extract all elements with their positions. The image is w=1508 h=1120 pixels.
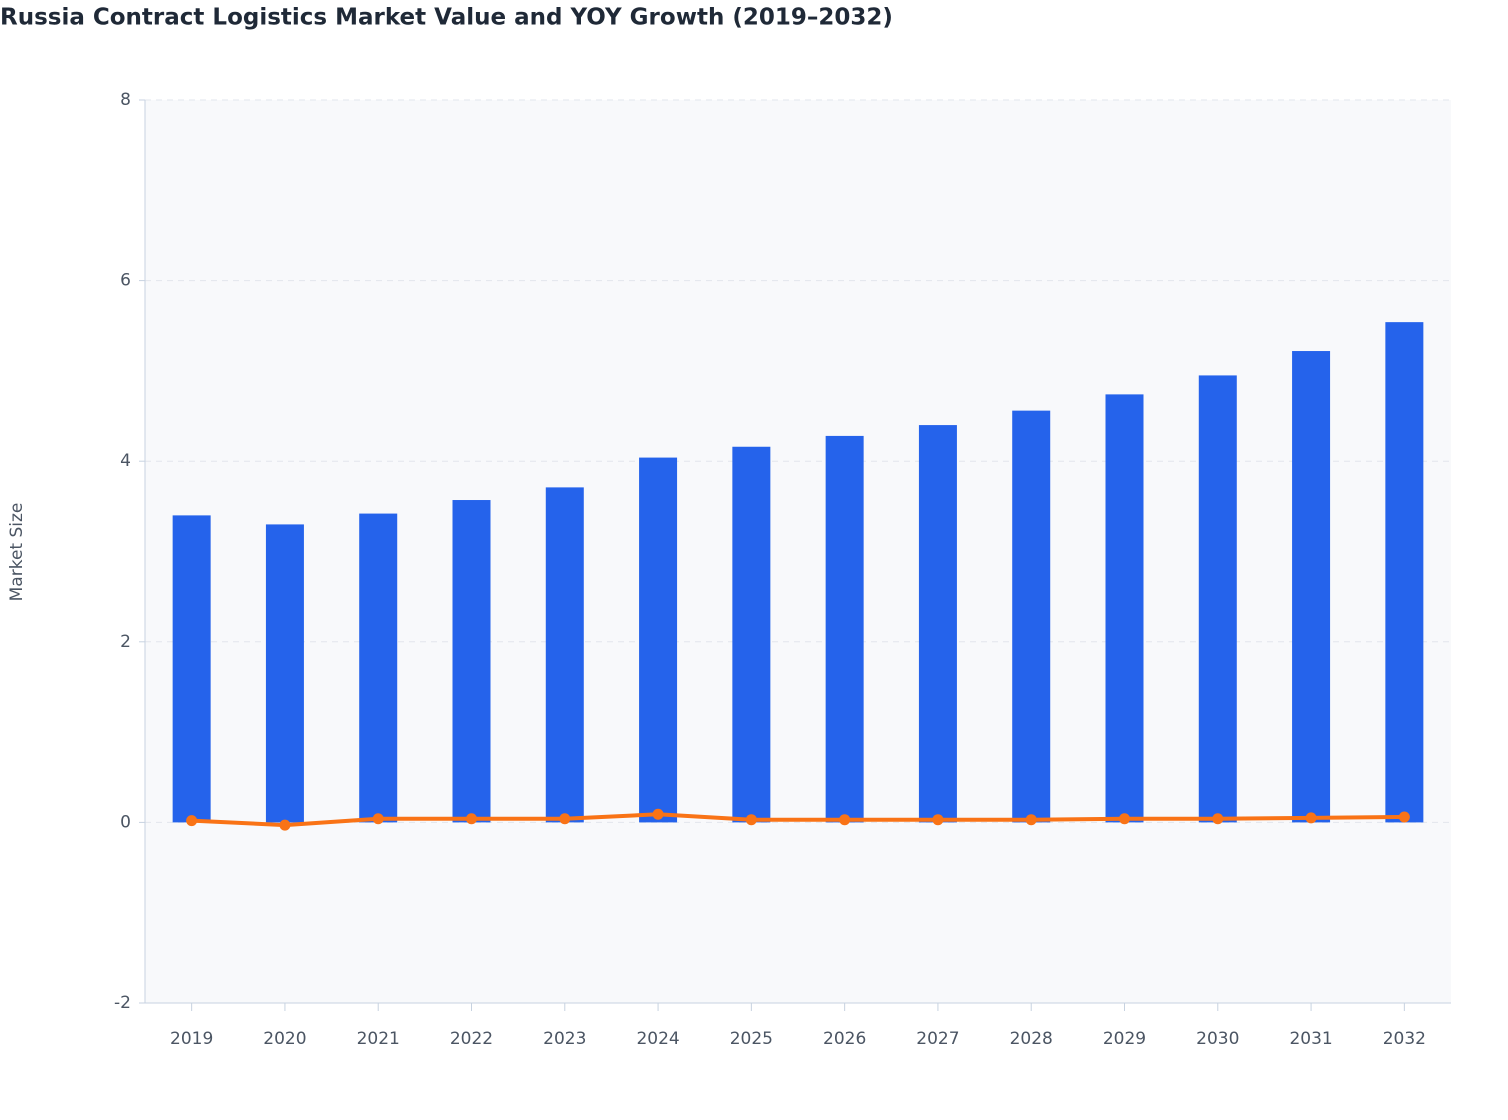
bar [265,524,304,823]
line [191,812,1405,828]
y-tick-label: 6 [120,271,131,291]
y-tick-label: 8 [120,90,131,110]
x-tick-label: 2022 [450,1029,493,1049]
point [1119,813,1130,825]
x-tick-label: 2027 [916,1029,959,1049]
bar [639,457,678,823]
x-tick-label: 2029 [1103,1029,1146,1049]
x-tick-label: 2025 [730,1029,773,1049]
y-tick-label: 4 [120,451,131,471]
chart-title: Russia Contract Logistics Market Value a… [0,5,893,31]
x-tick-label: 2019 [170,1029,213,1049]
bar [1292,351,1331,823]
point [559,813,571,825]
x-tick-label: 2023 [543,1029,586,1049]
point [279,819,291,831]
bar [1198,375,1237,823]
bar [172,515,211,823]
point [1212,813,1224,825]
x-tick-label: 2031 [1289,1029,1332,1049]
x-tick-label: 2030 [1196,1029,1239,1049]
x-tick-label: 2021 [357,1029,400,1049]
point [466,813,477,825]
point [932,814,944,826]
y-tick-label: 0 [120,812,131,832]
x-tick-label: 2026 [823,1029,866,1049]
point [1025,814,1037,826]
point [372,813,384,825]
bar [1105,394,1144,823]
bar [1385,322,1424,823]
x-tick-label: 2028 [1010,1029,1053,1049]
point [839,814,851,826]
x-tick-label: 2020 [263,1029,306,1049]
x-tick-label: 2032 [1383,1029,1426,1049]
plot-area [145,100,1451,1003]
x-tick-label: 2024 [636,1029,679,1049]
y-tick-label: 2 [120,632,131,652]
y-tick-label: -2 [114,993,131,1013]
point [186,815,198,827]
point [1398,811,1410,823]
bar [1012,410,1051,823]
bar [359,513,398,823]
bar [545,487,584,823]
bar [452,500,491,823]
bar [825,435,864,823]
point [1305,812,1317,824]
point [652,808,664,820]
y-axis-label: Market Size [7,503,27,602]
point [745,814,757,826]
bar [918,425,957,823]
bar [732,446,771,823]
